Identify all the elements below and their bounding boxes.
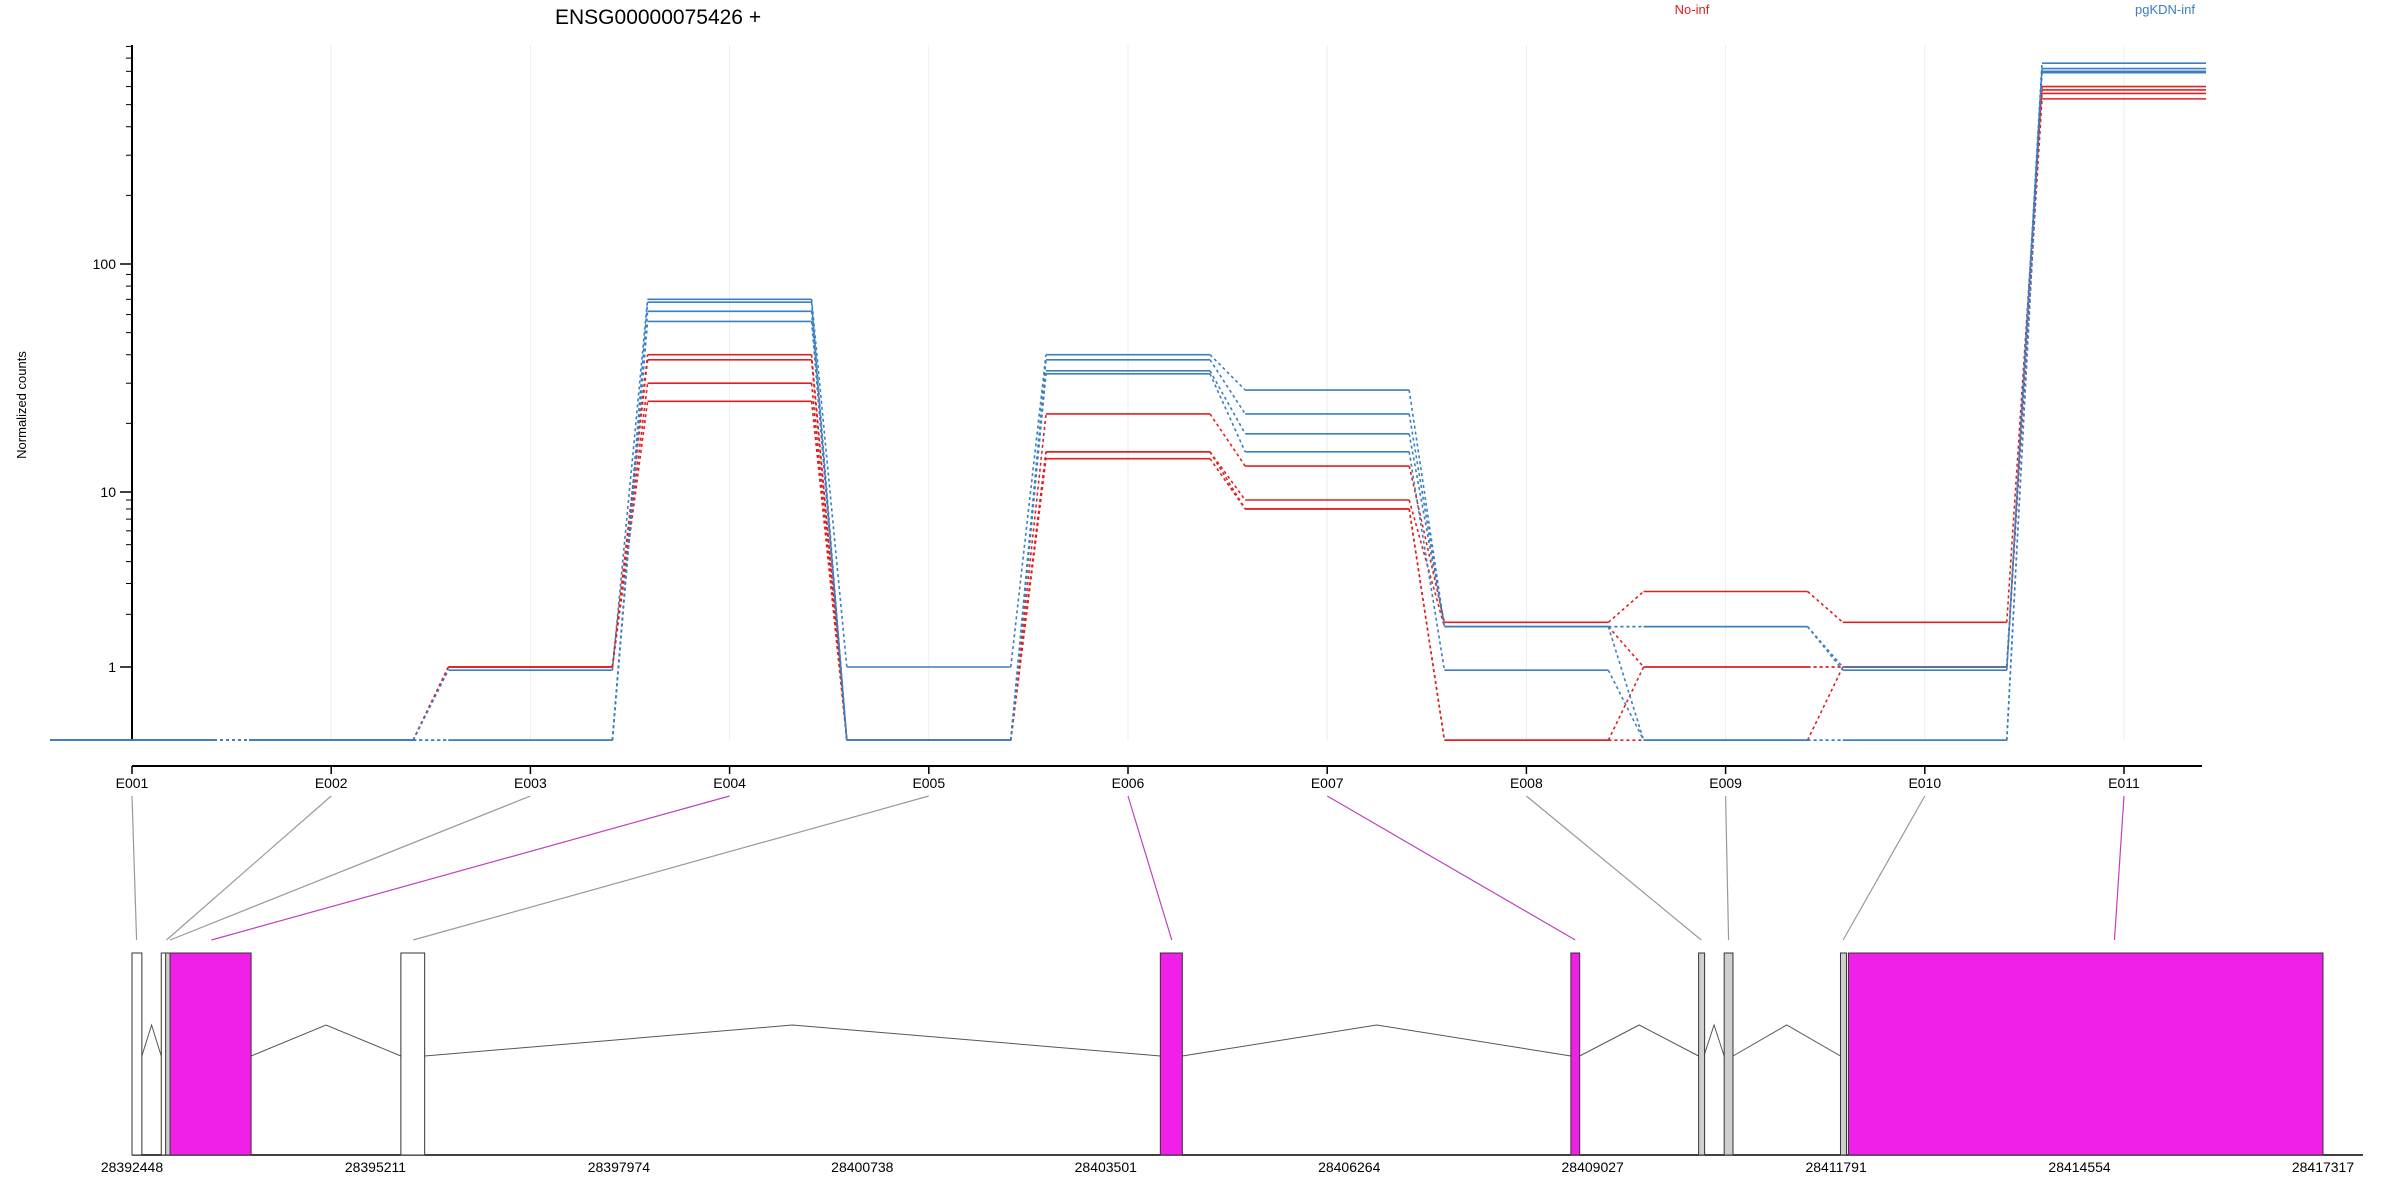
chart-title: ENSG00000075426 + [555, 6, 761, 29]
exon-highlighted [1570, 952, 1581, 1156]
data-connector [1607, 590, 1645, 623]
coordinate-label: 28406264 [1318, 1159, 1381, 1175]
data-connector [1408, 451, 1446, 671]
data-connector [1607, 666, 1645, 741]
data-connector [1010, 354, 1047, 668]
grid-lines [131, 45, 2125, 740]
data-connector [1209, 413, 1246, 467]
series-pgkdn-inf [50, 71, 2206, 741]
mapping-line-e009 [1725, 795, 1730, 941]
axes: 1 10 100 E001 E002 E003 E004 E005 E006 E007 E008 E0… [93, 45, 2202, 791]
data-connector [2006, 63, 2043, 668]
mapping-line-e011 [2113, 795, 2125, 941]
mapping-line-e004 [211, 795, 730, 941]
exon [1723, 952, 1734, 1156]
x-tick-label: E001 [116, 775, 149, 791]
intron-line [1732, 1024, 1841, 1057]
x-tick-label: E006 [1112, 775, 1145, 791]
x-tick-label: E004 [713, 775, 746, 791]
x-tick-label: E003 [514, 775, 547, 791]
data-connector [810, 299, 848, 668]
coordinate-label: 28409027 [1562, 1159, 1625, 1175]
mapping-line-e003 [169, 795, 531, 941]
data-connector [1408, 465, 1446, 623]
data-connector [810, 302, 848, 741]
y-tick-label: 1 [108, 659, 116, 675]
x-tick-label: E010 [1908, 775, 1941, 791]
x-tick-label: E005 [912, 775, 945, 791]
data-connector [1209, 370, 1246, 435]
data-connector [1607, 626, 1645, 668]
exon [1698, 952, 1706, 1156]
data-connector [1807, 590, 1844, 623]
coordinate-label: 28400738 [831, 1159, 894, 1175]
mapping-line-e006 [1127, 795, 1173, 941]
data-connector [1209, 458, 1246, 510]
data-connector [1209, 451, 1246, 510]
data-connector [1010, 373, 1047, 741]
exon-mapping-lines [131, 795, 2125, 941]
gene-model: 28392448 28395211 28397974 28400738 28403501… [101, 952, 2363, 1175]
data-connector [1408, 508, 1446, 741]
data-connector [1607, 626, 1645, 741]
data-connector [1408, 433, 1446, 627]
data-connector [1209, 373, 1246, 453]
x-tick-label: E009 [1709, 775, 1742, 791]
legend-label: No-inf [1675, 2, 1710, 17]
data-connector [611, 299, 649, 671]
intron-line [1579, 1024, 1699, 1057]
data-connector [810, 401, 848, 741]
data-connector [1806, 666, 1844, 741]
mapping-line-e007 [1326, 795, 1576, 941]
intron-line [1182, 1024, 1571, 1057]
data-connector [412, 669, 450, 741]
coordinate-label: 28403501 [1075, 1159, 1138, 1175]
data-connector [2006, 68, 2043, 671]
data-connector [611, 321, 649, 741]
exon [131, 952, 143, 1156]
coordinate-label: 28395211 [345, 1159, 406, 1175]
data-connector [1607, 669, 1645, 741]
y-tick-label: 100 [93, 256, 117, 272]
coordinate-label: 28392448 [101, 1159, 164, 1175]
exon-highlighted [1847, 952, 2324, 1156]
exon [1839, 952, 1847, 1156]
coordinate-label: 28417317 [2292, 1159, 2355, 1175]
intron-line [141, 1023, 162, 1057]
data-connector [611, 311, 649, 741]
mapping-line-e002 [166, 795, 332, 941]
intron-line [1703, 1023, 1725, 1057]
exon [400, 952, 426, 1156]
exon-highlighted [169, 952, 252, 1156]
y-tick-label: 10 [100, 484, 116, 500]
data-connector [810, 321, 848, 741]
x-tick-label: E002 [315, 775, 348, 791]
legend: No-inf pgKDN-inf [1675, 2, 2196, 17]
series-lines [50, 62, 2206, 741]
intron-line [250, 1024, 402, 1057]
x-tick-label: E008 [1510, 775, 1543, 791]
coordinate-label: 28397974 [588, 1159, 651, 1175]
exon-highlighted [1159, 952, 1183, 1156]
data-connector [1209, 354, 1246, 391]
x-tick-label: E011 [2108, 775, 2140, 791]
data-connector [1010, 359, 1047, 741]
mapping-line-e010 [1842, 795, 1926, 941]
data-connector [1010, 458, 1047, 741]
data-connector [1806, 626, 1844, 671]
data-connector [1408, 499, 1446, 627]
x-tick-label: E007 [1311, 775, 1344, 791]
data-connector [1209, 451, 1246, 501]
data-connector [1408, 389, 1446, 627]
mapping-line-e005 [413, 795, 929, 941]
intron-line [424, 1024, 1161, 1057]
mapping-line-e008 [1526, 795, 1702, 941]
coordinate-label: 28414554 [2048, 1159, 2111, 1175]
data-connector [1209, 359, 1246, 415]
legend-label: pgKDN-inf [2135, 2, 2195, 17]
mapping-line-e001 [131, 795, 138, 941]
y-axis-label: Normalized counts [14, 351, 29, 459]
coordinate-label: 28411791 [1805, 1159, 1866, 1175]
